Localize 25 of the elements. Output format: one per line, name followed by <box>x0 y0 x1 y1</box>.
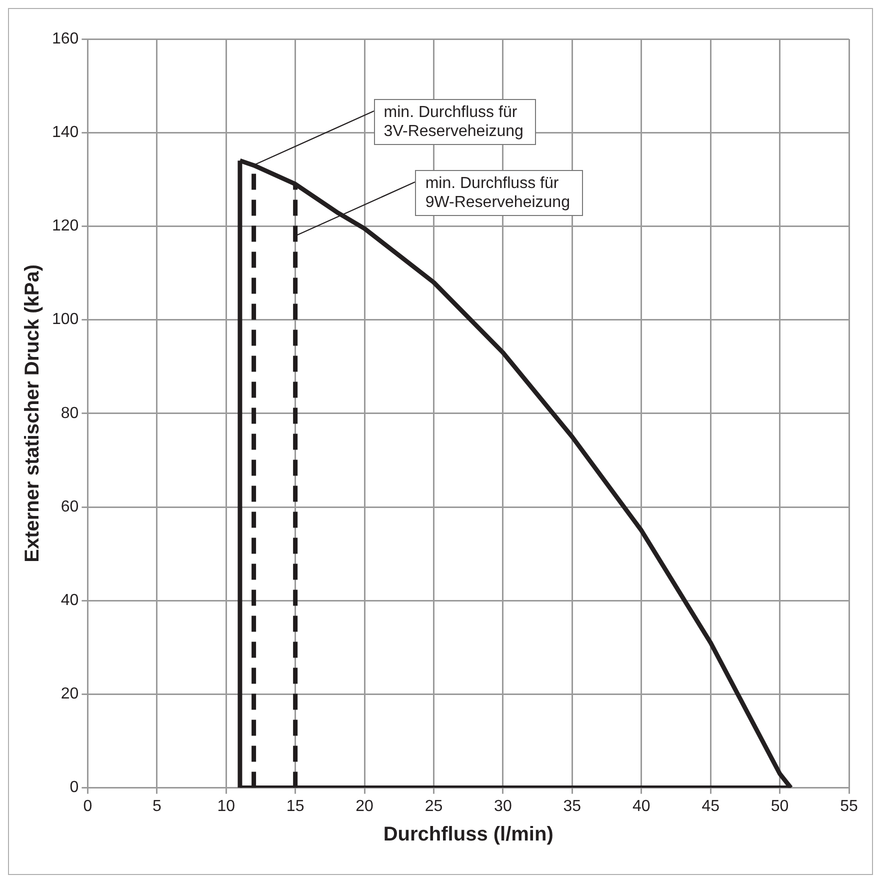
x-tick-label: 55 <box>840 798 858 815</box>
y-tick-label: 40 <box>60 592 79 610</box>
x-tick-label: 30 <box>494 798 512 815</box>
x-tick-label: 45 <box>702 798 720 815</box>
y-tick-label: 80 <box>60 404 79 422</box>
y-tick-label: 0 <box>70 779 79 796</box>
x-tick-label: 20 <box>356 798 374 815</box>
x-tick-label: 50 <box>770 798 789 815</box>
y-tick-label: 20 <box>60 686 79 703</box>
x-tick-label: 40 <box>632 798 650 815</box>
y-tick-label: 120 <box>52 218 79 235</box>
annotation: min. Durchfluss für 9W-Reserveheizung <box>425 174 570 212</box>
x-tick-label: 25 <box>424 798 443 815</box>
y-tick-label: 60 <box>60 498 79 516</box>
x-tick-label: 35 <box>563 798 582 815</box>
annotation: min. Durchfluss für 3V-Reserveheizung <box>384 103 524 142</box>
x-tick-label: 15 <box>286 798 304 815</box>
y-tick-label: 140 <box>52 124 79 142</box>
y-axis-title: Externer statischer Druck (kPa) <box>22 264 44 562</box>
x-tick-label: 0 <box>83 798 92 815</box>
y-tick-label: 100 <box>52 311 79 328</box>
y-tick-label: 160 <box>52 30 79 48</box>
x-axis-title: Durchfluss (l/min) <box>383 824 554 846</box>
x-tick-label: 10 <box>217 798 236 815</box>
x-tick-label: 5 <box>152 798 162 815</box>
